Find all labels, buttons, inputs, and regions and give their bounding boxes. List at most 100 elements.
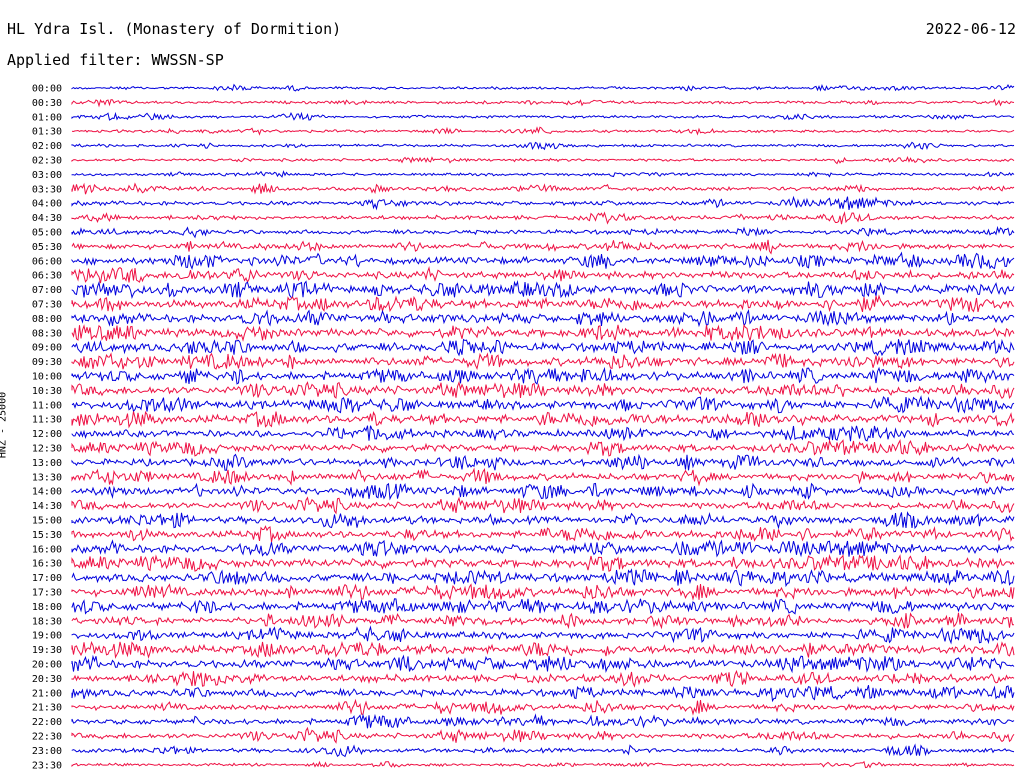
trace-line xyxy=(71,612,1014,630)
trace-line xyxy=(71,525,1015,543)
hour-tick-label: 13:00 xyxy=(32,458,62,469)
trace-line xyxy=(71,410,1015,429)
hour-tick-label: 21:30 xyxy=(32,703,62,714)
trace-line xyxy=(71,482,1015,501)
trace-line xyxy=(71,366,1015,385)
station-title: HL Ydra Isl. (Monastery of Dormition) xyxy=(7,20,342,38)
hour-tick-label: 15:30 xyxy=(32,530,62,541)
hour-tick-label: 18:30 xyxy=(32,616,62,627)
hour-tick-label: 10:00 xyxy=(32,372,62,383)
hour-tick-label: 14:00 xyxy=(32,487,62,498)
hour-tick-label: 17:00 xyxy=(32,573,62,584)
hour-tick-label: 11:00 xyxy=(32,400,62,411)
hour-tick-label: 21:00 xyxy=(32,688,62,699)
trace-line xyxy=(71,126,1015,136)
trace-line xyxy=(71,352,1015,371)
hour-tick-label: 03:00 xyxy=(32,170,62,181)
hour-tick-label: 00:30 xyxy=(32,98,62,109)
record-date: 2022-06-12 xyxy=(925,20,1016,38)
trace-line xyxy=(71,467,1015,487)
trace-line xyxy=(71,760,1015,769)
hour-tick-label: 04:00 xyxy=(32,199,62,210)
trace-line xyxy=(71,338,1015,357)
hour-tick-label: 19:00 xyxy=(32,631,62,642)
hour-tick-label: 07:30 xyxy=(32,300,62,311)
trace-line xyxy=(71,698,1015,716)
hour-tick-label: 00:00 xyxy=(32,84,62,95)
trace-line xyxy=(71,554,1015,572)
trace-line xyxy=(71,438,1015,457)
hour-tick-label: 06:30 xyxy=(32,271,62,282)
trace-line xyxy=(71,598,1015,615)
trace-line xyxy=(71,685,1015,703)
hour-tick-label: 14:30 xyxy=(32,501,62,512)
hour-tick-label: 07:00 xyxy=(32,285,62,296)
trace-line xyxy=(71,654,1015,674)
hour-tick-label: 09:30 xyxy=(32,357,62,368)
trace-line xyxy=(71,170,1015,178)
trace-line xyxy=(71,395,1015,414)
trace-line xyxy=(71,539,1015,558)
trace-line xyxy=(71,726,1015,744)
hour-tick-label: 10:30 xyxy=(32,386,62,397)
trace-line xyxy=(71,568,1015,588)
trace-line xyxy=(71,669,1015,688)
trace-line xyxy=(71,309,1015,328)
hour-tick-label: 19:30 xyxy=(32,645,62,656)
trace-line xyxy=(71,323,1015,342)
hour-tick-label: 12:00 xyxy=(32,429,62,440)
trace-line xyxy=(71,453,1015,471)
trace-line xyxy=(71,743,1015,758)
trace-line xyxy=(71,111,1015,121)
trace-line xyxy=(71,583,1015,601)
hour-tick-label: 08:30 xyxy=(32,328,62,339)
hour-tick-label: 05:30 xyxy=(32,242,62,253)
trace-line xyxy=(71,155,1015,165)
filter-label: Applied filter: WWSSN-SP xyxy=(7,51,224,69)
trace-line xyxy=(71,182,1015,195)
hour-tick-label: 22:00 xyxy=(32,717,62,728)
hour-tick-label: 20:30 xyxy=(32,674,62,685)
hour-tick-label: 15:00 xyxy=(32,516,62,527)
hour-tick-label: 23:00 xyxy=(32,746,62,757)
hour-tick-label: 13:30 xyxy=(32,472,62,483)
trace-line xyxy=(71,211,1015,225)
trace-line xyxy=(71,496,1015,515)
trace-line xyxy=(71,195,1015,211)
hour-tick-label: 02:30 xyxy=(32,156,62,167)
hour-tick-label: 01:00 xyxy=(32,112,62,123)
trace-line xyxy=(71,425,1015,442)
trace-line xyxy=(71,625,1015,645)
trace-line xyxy=(71,380,1015,400)
trace-line xyxy=(71,279,1015,299)
hour-tick-label: 18:00 xyxy=(32,602,62,613)
hour-tick-label: 05:00 xyxy=(32,228,62,239)
trace-line xyxy=(71,713,1015,729)
hour-tick-label: 17:30 xyxy=(32,588,62,599)
trace-line xyxy=(71,294,1015,313)
trace-line xyxy=(71,98,1015,108)
trace-line xyxy=(71,511,1015,530)
hour-tick-label: 03:30 xyxy=(32,184,62,195)
trace-line xyxy=(71,239,1015,255)
trace-line xyxy=(71,225,1015,239)
hour-tick-label: 20:00 xyxy=(32,660,62,671)
trace-line xyxy=(71,141,1015,151)
hour-tick-label: 16:30 xyxy=(32,559,62,570)
hour-tick-label: 11:30 xyxy=(32,415,62,426)
hour-tick-label: 06:00 xyxy=(32,256,62,267)
hour-tick-label: 04:30 xyxy=(32,213,62,224)
hour-tick-label: 22:30 xyxy=(32,732,62,743)
hour-tick-label: 12:30 xyxy=(32,444,62,455)
hour-tick-label: 23:30 xyxy=(32,760,62,771)
hour-tick-label: 16:00 xyxy=(32,544,62,555)
trace-line xyxy=(71,251,1015,271)
hour-tick-label: 02:00 xyxy=(32,141,62,152)
trace-line xyxy=(71,83,1015,92)
hour-tick-label: 01:30 xyxy=(32,127,62,138)
hour-tick-label: 09:00 xyxy=(32,343,62,354)
trace-line xyxy=(71,266,1015,284)
hour-tick-label: 08:00 xyxy=(32,314,62,325)
trace-line xyxy=(71,640,1015,659)
